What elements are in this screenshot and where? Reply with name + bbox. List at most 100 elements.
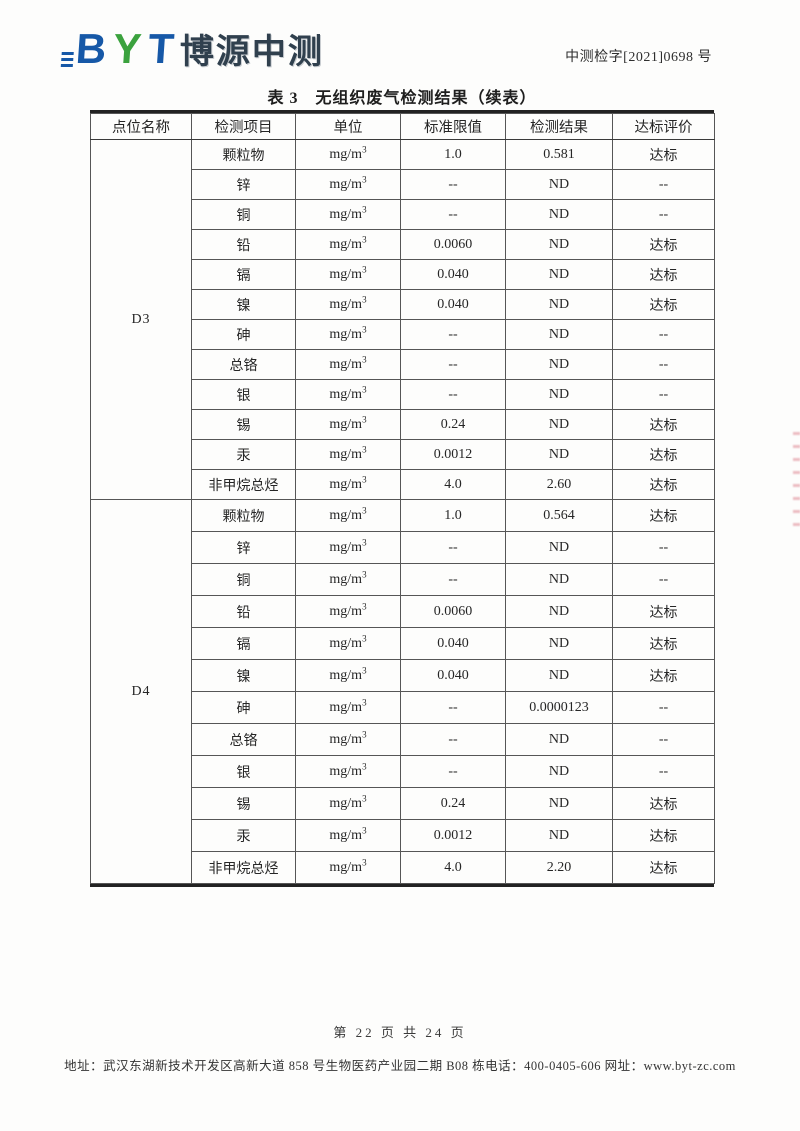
cell-evaluation: --	[612, 169, 715, 200]
logo-stripes-icon	[60, 51, 74, 67]
cell-item: 铅	[191, 229, 296, 260]
cell-limit: 0.0060	[400, 229, 506, 260]
cell-unit: mg/m3	[295, 499, 401, 532]
table-row: 镉 mg/m3 0.040 ND 达标	[91, 259, 715, 290]
page-number: 第 22 页 共 24 页	[333, 1025, 467, 1040]
cell-result: ND	[505, 259, 613, 290]
cell-limit: 0.0012	[400, 819, 506, 852]
cell-item: 非甲烷总烃	[191, 469, 296, 500]
cell-limit: 4.0	[400, 469, 506, 500]
cell-item: 铅	[191, 595, 296, 628]
cell-evaluation: 达标	[612, 819, 715, 852]
table-row: 银 mg/m3 -- ND --	[91, 755, 715, 788]
table-row: 非甲烷总烃 mg/m3 4.0 2.60 达标	[91, 469, 715, 500]
cell-result: ND	[505, 319, 613, 350]
cell-result: 2.60	[505, 469, 613, 500]
logo-letter-t: T	[146, 24, 174, 72]
cell-unit: mg/m3	[295, 819, 401, 852]
cell-evaluation: --	[612, 379, 715, 410]
logo-letter-b: B	[74, 24, 107, 72]
cell-unit: mg/m3	[295, 349, 401, 380]
cell-unit: mg/m3	[295, 469, 401, 500]
cell-result: ND	[505, 627, 613, 660]
table-row: 锡 mg/m3 0.24 ND 达标	[91, 409, 715, 440]
cell-unit: mg/m3	[295, 229, 401, 260]
cell-item: 砷	[191, 319, 296, 350]
red-seal-edge-icon	[793, 432, 800, 536]
cell-evaluation: 达标	[612, 627, 715, 660]
cell-item: 铜	[191, 563, 296, 596]
cell-result: ND	[505, 531, 613, 564]
table-row: 锌 mg/m3 -- ND --	[91, 531, 715, 564]
cell-item: 汞	[191, 819, 296, 852]
cell-result: ND	[505, 199, 613, 230]
table-row: 砷 mg/m3 -- ND --	[91, 319, 715, 350]
cell-result: ND	[505, 755, 613, 788]
cell-evaluation: 达标	[612, 851, 715, 884]
cell-limit: 4.0	[400, 851, 506, 884]
table-row: 锡 mg/m3 0.24 ND 达标	[91, 787, 715, 820]
cell-item: 非甲烷总烃	[191, 851, 296, 884]
cell-evaluation: 达标	[612, 259, 715, 290]
col-header-evaluation: 达标评价	[612, 113, 715, 140]
cell-limit: 0.24	[400, 787, 506, 820]
cell-result: ND	[505, 819, 613, 852]
cell-unit: mg/m3	[295, 319, 401, 350]
cell-limit: 0.0012	[400, 439, 506, 470]
table-row: 铅 mg/m3 0.0060 ND 达标	[91, 595, 715, 628]
cell-unit: mg/m3	[295, 563, 401, 596]
cell-item: 颗粒物	[191, 139, 296, 170]
cell-item: 总铬	[191, 723, 296, 756]
cell-limit: --	[400, 723, 506, 756]
cell-evaluation: --	[612, 349, 715, 380]
cell-limit: --	[400, 319, 506, 350]
cell-limit: 0.0060	[400, 595, 506, 628]
cell-point-name: D3	[90, 139, 192, 500]
cell-result: 0.0000123	[505, 691, 613, 724]
col-header-limit: 标准限值	[400, 113, 506, 140]
col-header-item: 检测项目	[191, 113, 296, 140]
table-row: 汞 mg/m3 0.0012 ND 达标	[91, 819, 715, 852]
cell-limit: --	[400, 169, 506, 200]
cell-evaluation: 达标	[612, 469, 715, 500]
cell-result: ND	[505, 229, 613, 260]
cell-unit: mg/m3	[295, 169, 401, 200]
table-row: 镍 mg/m3 0.040 ND 达标	[91, 289, 715, 320]
cell-limit: --	[400, 563, 506, 596]
cell-limit: --	[400, 755, 506, 788]
cell-item: 镉	[191, 627, 296, 660]
cell-limit: 0.040	[400, 659, 506, 692]
table-body: D3 颗粒物 mg/m3 1.0 0.581 达标锌 mg/m3 -- ND -- 铜 mg/m3 --…	[90, 139, 715, 884]
cell-evaluation: --	[612, 531, 715, 564]
cell-unit: mg/m3	[295, 259, 401, 290]
cell-result: ND	[505, 349, 613, 380]
cell-evaluation: --	[612, 723, 715, 756]
cell-item: 银	[191, 379, 296, 410]
cell-limit: 0.040	[400, 627, 506, 660]
cell-limit: --	[400, 199, 506, 230]
cell-result: 2.20	[505, 851, 613, 884]
cell-result: ND	[505, 409, 613, 440]
cell-unit: mg/m3	[295, 379, 401, 410]
cell-item: 锡	[191, 409, 296, 440]
table-row: D3 颗粒物 mg/m3 1.0 0.581 达标	[90, 139, 715, 500]
cell-item: 锌	[191, 531, 296, 564]
table-row: 总铬 mg/m3 -- ND --	[91, 723, 715, 756]
cell-unit: mg/m3	[295, 531, 401, 564]
table-row: D4 颗粒物 mg/m3 1.0 0.564 达标	[90, 499, 715, 884]
company-logo: B Y T 博源中测	[60, 24, 324, 73]
col-header-result: 检测结果	[505, 113, 613, 140]
cell-unit: mg/m3	[295, 691, 401, 724]
cell-item: 颗粒物	[191, 499, 296, 532]
table-header-row: 点位名称 检测项目 单位 标准限值 检测结果 达标评价	[90, 113, 715, 140]
table-row: 砷 mg/m3 -- 0.0000123 --	[91, 691, 715, 724]
cell-unit: mg/m3	[295, 199, 401, 230]
cell-unit: mg/m3	[295, 787, 401, 820]
table-row: 镍 mg/m3 0.040 ND 达标	[91, 659, 715, 692]
cell-result: 0.564	[505, 499, 613, 532]
cell-limit: --	[400, 691, 506, 724]
cell-evaluation: 达标	[612, 139, 715, 170]
cell-evaluation: 达标	[612, 787, 715, 820]
footer-address: 地址：武汉东湖新技术开发区高新大道 858 号生物医药产业园二期 B08 栋电话…	[64, 1059, 736, 1073]
cell-unit: mg/m3	[295, 439, 401, 470]
